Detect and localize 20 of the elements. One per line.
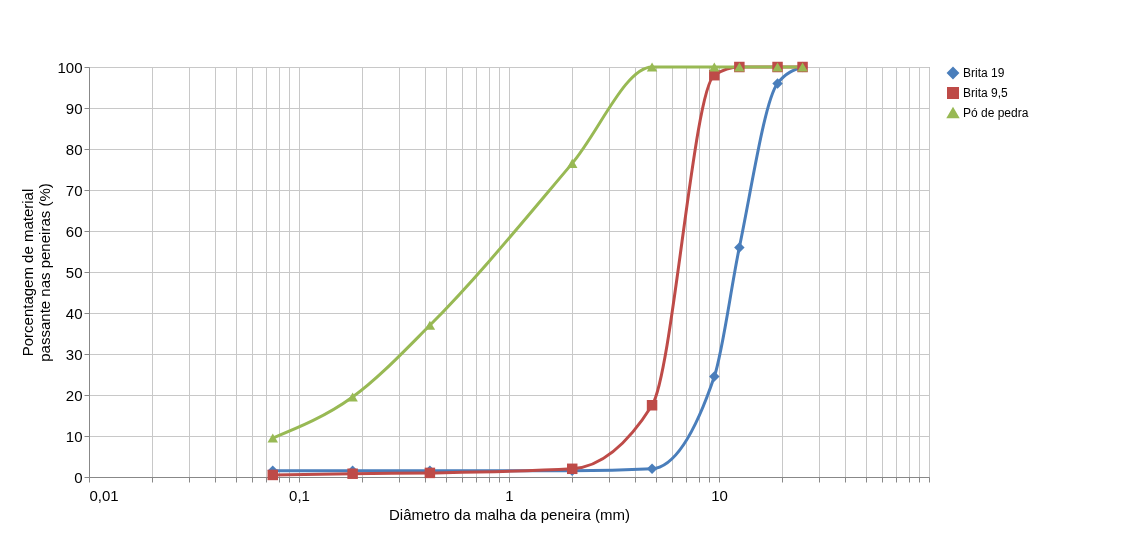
x-tick-label: 1: [505, 486, 514, 504]
y-tick-label: 90: [65, 99, 83, 117]
legend-label: Pó de pedra: [963, 106, 1029, 120]
y-tick-label: 80: [65, 140, 83, 158]
x-tick-label: 10: [711, 486, 728, 504]
y-tick-label: 10: [65, 427, 83, 445]
x-axis-title: Diâmetro da malha da peneira (mm): [389, 505, 630, 523]
x-tick-label: 0,1: [289, 486, 310, 504]
y-tick-label: 100: [57, 58, 83, 76]
y-tick-label: 50: [65, 263, 83, 281]
y-tick-label: 60: [65, 222, 83, 240]
y-tick-label: 0: [74, 468, 83, 486]
legend-label: Brita 19: [963, 66, 1005, 80]
y-tick-label: 70: [65, 181, 83, 199]
y-tick-label: 20: [65, 386, 83, 404]
legend-label: Brita 9,5: [963, 86, 1009, 100]
y-tick-label: 40: [65, 304, 83, 322]
y-tick-label: 30: [65, 345, 83, 363]
x-tick-label: 0,01: [89, 486, 119, 504]
y-axis-title: Porcentagem de material passante nas peneiras (%): [19, 183, 54, 362]
